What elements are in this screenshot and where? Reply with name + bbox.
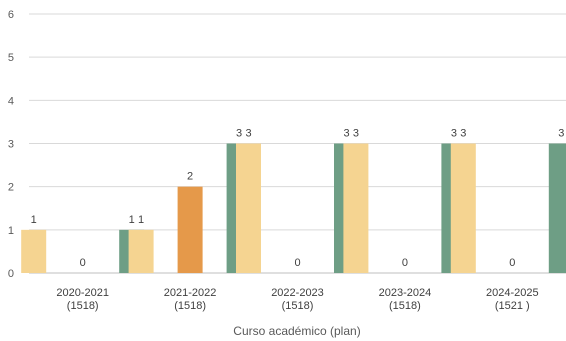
data-label: 3 [451,128,457,140]
y-tick-label: 3 [8,139,14,151]
data-label: 3 [353,128,359,140]
data-labels: 101 123 303 303 303 [31,128,565,270]
data-label: 0 [80,257,86,269]
x-tick-label: 2024-2025 [486,287,539,299]
data-label: 1 [138,214,144,226]
x-tick-label: 2021-2022 [164,287,217,299]
data-label: 3 [236,128,242,140]
y-tick-label: 0 [8,268,14,280]
bar [548,143,566,273]
bar [128,229,154,273]
y-axis-ticks: 0 1 2 3 4 5 6 [8,9,14,280]
y-tick-label: 4 [8,95,14,107]
x-tick-label: (1518) [174,300,206,312]
data-label: 2 [187,171,193,183]
data-label: 1 [31,214,37,226]
data-label: 0 [294,257,300,269]
x-tick-label: (1518) [282,300,314,312]
x-tick-label: 2022-2023 [271,287,324,299]
data-label: 1 [129,214,135,226]
x-tick-label: (1518) [389,300,421,312]
data-label: 3 [245,128,251,140]
y-tick-label: 6 [8,9,14,21]
data-label: 3 [558,128,564,140]
bar [236,143,261,273]
x-axis-ticks: 2020-2021(1518)2021-2022(1518)2022-2023(… [56,287,538,312]
x-tick-label: 2020-2021 [56,287,109,299]
bar [450,143,476,273]
x-tick-label: (1518) [67,300,99,312]
data-label: 3 [343,128,349,140]
bar [21,229,47,273]
x-tick-label: 2023-2024 [379,287,432,299]
x-tick-label: (1521 ) [495,300,530,312]
y-tick-label: 2 [8,182,14,194]
bars [21,143,566,273]
data-label: 3 [460,128,466,140]
data-label: 0 [402,257,408,269]
bar [177,186,203,273]
x-axis-title: Curso académico (plan) [233,324,360,338]
gridlines [29,13,566,274]
data-label: 0 [509,257,515,269]
y-tick-label: 1 [8,225,14,237]
bar [343,143,369,273]
y-tick-label: 5 [8,52,14,64]
